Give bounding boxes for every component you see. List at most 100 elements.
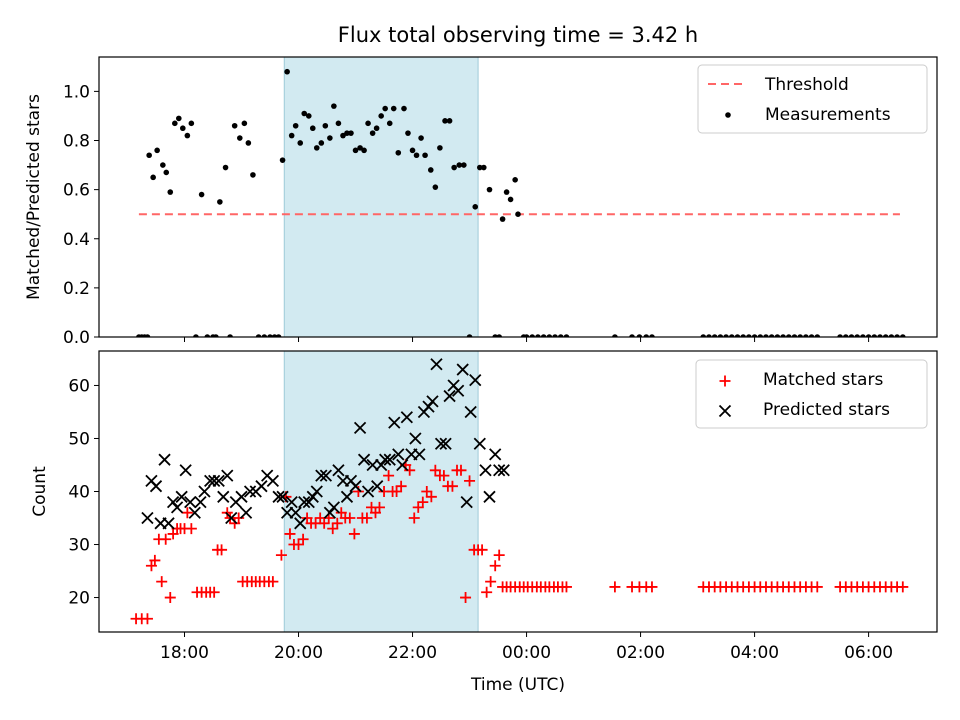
measurement-point <box>649 334 655 337</box>
measurement-point <box>284 68 290 75</box>
measurement-point <box>275 334 282 337</box>
matched-star-point <box>425 491 437 503</box>
measurement-point <box>301 110 308 117</box>
predicted-star-point <box>357 453 371 466</box>
legend-measurement-swatch <box>725 112 731 118</box>
predicted-star-point <box>323 506 337 519</box>
measurement-point <box>523 334 530 337</box>
measurement-point <box>245 140 252 146</box>
measurement-point <box>365 120 371 127</box>
predicted-star-point <box>371 480 384 493</box>
predicted-star-point <box>141 511 154 525</box>
measurement-point <box>612 334 618 337</box>
predicted-star-point <box>188 506 201 519</box>
legend-matched-label: Matched stars <box>763 370 883 390</box>
measurement-point <box>808 334 815 337</box>
measurement-point <box>146 152 152 159</box>
predicted-star-point <box>430 358 443 371</box>
legend-measurement-label: Measurements <box>765 105 891 125</box>
x-tick-label: 04:00 <box>730 643 779 663</box>
plot-area <box>136 68 906 337</box>
x-tick-label: 00:00 <box>502 643 551 663</box>
predicted-star-point <box>166 495 180 509</box>
measurement-point <box>405 130 411 136</box>
legend-box <box>695 359 928 429</box>
measurement-point <box>480 164 487 171</box>
measurement-point <box>331 103 337 109</box>
measurement-point <box>797 334 803 337</box>
predicted-star-point <box>285 495 298 509</box>
x-tick-label: 02:00 <box>616 643 665 663</box>
y-tick-label: 0.6 <box>63 181 90 201</box>
measurement-point <box>763 334 769 337</box>
predicted-star-point <box>327 501 341 514</box>
measurement-point <box>172 120 178 127</box>
measurement-point <box>348 130 354 136</box>
predicted-star-point <box>272 490 285 503</box>
measurement-point <box>427 167 434 173</box>
matched-star-point <box>284 528 296 540</box>
measurement-point <box>888 334 895 337</box>
measurement-point <box>241 120 248 127</box>
measurement-point <box>877 334 883 337</box>
measurement-point <box>746 334 752 337</box>
measurement-point <box>557 334 564 337</box>
predicted-star-point <box>184 495 197 509</box>
measurement-point <box>563 334 570 337</box>
axes-frame <box>98 56 938 338</box>
measurement-point <box>292 122 299 129</box>
measurement-point <box>255 334 262 337</box>
measurement-point <box>442 118 448 124</box>
measurement-point <box>231 122 238 129</box>
measurement-point <box>309 125 316 132</box>
measurement-point <box>227 334 233 337</box>
y-tick-label: 1.0 <box>63 82 90 102</box>
matched-star-point <box>267 576 279 588</box>
measurement-point <box>512 177 518 183</box>
measurement-point <box>529 334 536 337</box>
measurement-point <box>437 145 443 151</box>
matched-star-point <box>156 576 168 588</box>
measurement-point <box>711 334 718 337</box>
measurement-point <box>734 334 741 337</box>
predicted-star-point <box>456 363 469 376</box>
legend-threshold-label: Threshold <box>764 75 849 95</box>
measurement-point <box>540 334 547 337</box>
measurement-point <box>854 334 860 337</box>
predicted-star-point <box>294 517 307 530</box>
top-plot-measurements: 0.0 0.2 0.4 0.6 0.8 1.0 Matched/Predicted star… <box>24 56 938 348</box>
measurement-point <box>352 147 359 154</box>
predicted-star-point <box>162 517 175 530</box>
predicted-star-point <box>225 511 238 525</box>
measurement-point <box>213 334 219 337</box>
matched-star-point <box>493 549 505 561</box>
measurement-point <box>706 334 712 337</box>
measurement-point <box>499 216 506 222</box>
predicted-star-point <box>332 464 345 477</box>
measurement-point <box>717 334 724 337</box>
measurement-point <box>472 204 479 210</box>
measurement-point <box>313 145 320 151</box>
legend: Threshold Measurements <box>697 64 928 134</box>
matched-star-point <box>331 517 343 529</box>
predicted-star-point <box>483 490 496 503</box>
measurement-point <box>318 140 325 146</box>
matched-star-point <box>208 586 220 598</box>
measurement-point <box>327 135 333 141</box>
predicted-star-point <box>413 448 426 461</box>
predicted-star-point <box>426 395 439 408</box>
predicted-star-point <box>396 458 409 472</box>
measurement-point <box>546 334 553 337</box>
measurement-point <box>222 164 229 171</box>
matched-star-point <box>460 592 472 604</box>
y-tick-label: 0.4 <box>63 230 90 250</box>
matched-star-point <box>417 496 429 508</box>
measurement-point <box>515 211 521 217</box>
measurement-point <box>193 334 199 337</box>
predicted-star-point <box>409 432 422 445</box>
predicted-star-point <box>392 448 405 461</box>
predicted-star-point <box>400 411 413 424</box>
y-tick-label: 30 <box>68 536 90 556</box>
measurement-point <box>785 334 792 337</box>
measurement-point <box>176 115 182 122</box>
